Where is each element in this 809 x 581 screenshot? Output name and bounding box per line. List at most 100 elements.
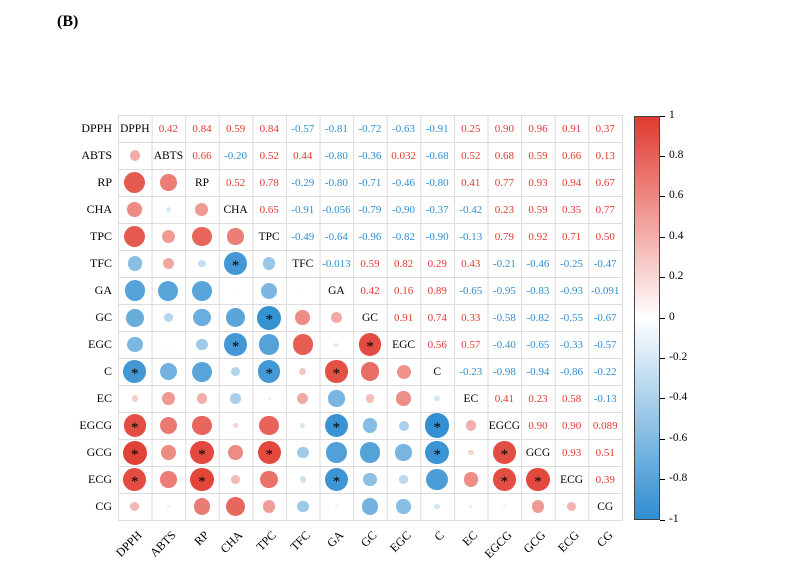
correlation-circle: [263, 257, 276, 270]
correlation-circle-cell: [320, 493, 354, 520]
x-axis-label: EGCG: [481, 528, 515, 562]
correlation-circle-cell: [286, 331, 320, 358]
correlation-value: -0.67: [593, 311, 617, 324]
correlation-circle-cell: *: [488, 439, 522, 466]
y-axis-label: ECG: [88, 472, 112, 486]
correlation-value: 0.25: [461, 122, 481, 135]
correlation-circle: [326, 442, 347, 463]
correlation-circle-cell: *: [185, 466, 219, 493]
colorbar-tick-mark: [660, 277, 665, 279]
correlation-value-cell: 0.90: [521, 412, 555, 439]
colorbar-tick-label: 0.6: [669, 189, 684, 202]
diagonal-label: EGCG: [488, 419, 521, 432]
correlation-circle: [227, 228, 244, 245]
diagonal-cell: GCG: [521, 439, 555, 466]
correlation-value: -0.23: [459, 365, 483, 378]
correlation-circle: [167, 343, 170, 346]
correlation-circle-cell: *: [118, 412, 152, 439]
correlation-circle: [224, 252, 247, 275]
correlation-value: 0.79: [494, 230, 515, 243]
correlation-circle-cell: [286, 358, 320, 385]
diagonal-label: TPC: [258, 230, 280, 243]
correlation-circle-cell: *: [118, 439, 152, 466]
correlation-value-cell: 0.57: [454, 331, 488, 358]
correlation-circle-cell: *: [118, 466, 152, 493]
correlation-value-cell: -0.80: [320, 169, 354, 196]
correlation-circle-cell: *: [219, 250, 253, 277]
diagonal-cell: EGCG: [488, 412, 522, 439]
correlation-circle: [127, 202, 143, 217]
correlation-value-cell: -0.29: [286, 169, 320, 196]
correlation-circle-cell: [420, 493, 454, 520]
correlation-circle-cell: [152, 466, 186, 493]
correlation-value: -0.091: [590, 284, 620, 297]
correlation-circle: [424, 413, 450, 438]
x-axis-label: ABTS: [146, 528, 179, 560]
correlation-value: -0.83: [526, 284, 550, 297]
correlation-circle: [123, 360, 147, 383]
correlation-value: -0.91: [425, 122, 449, 135]
correlation-circle-cell: [353, 439, 387, 466]
correlation-circle-cell: [185, 223, 219, 250]
correlation-circle-cell: [118, 331, 152, 358]
correlation-circle: [192, 226, 212, 247]
correlation-value: -0.80: [425, 176, 449, 189]
correlation-value-cell: 0.41: [488, 385, 522, 412]
correlation-value: 0.90: [561, 419, 582, 432]
correlation-value-cell: -0.42: [454, 196, 488, 223]
correlation-value: 0.35: [561, 203, 582, 216]
correlation-value-cell: -0.46: [387, 169, 421, 196]
correlation-value-cell: 0.93: [521, 169, 555, 196]
correlation-circle: [292, 334, 314, 355]
correlation-circle: [125, 308, 144, 327]
correlation-value-cell: -0.22: [588, 358, 622, 385]
correlation-circle: [426, 468, 448, 491]
correlation-value: -0.82: [526, 311, 550, 324]
correlation-circle: [162, 258, 174, 269]
correlation-value-cell: 0.65: [252, 196, 286, 223]
colorbar-tick-mark: [660, 479, 665, 481]
correlation-circle: [334, 342, 339, 347]
diagonal-label: RP: [194, 176, 210, 189]
correlation-circle: [129, 150, 141, 161]
diagonal-cell: EGC: [387, 331, 421, 358]
correlation-circle: [259, 415, 280, 436]
correlation-value-cell: -0.21: [488, 250, 522, 277]
correlation-value-cell: -0.68: [420, 142, 454, 169]
correlation-value: 0.41: [494, 392, 515, 405]
diagonal-label: C: [433, 365, 442, 378]
correlation-circle: [190, 440, 214, 465]
correlation-value: 0.57: [461, 338, 481, 351]
diagonal-label: GA: [328, 284, 345, 297]
diagonal-label: ABTS: [153, 149, 184, 162]
correlation-circle-cell: [320, 304, 354, 331]
y-axis-label: TPC: [89, 229, 112, 243]
colorbar-tick-label: 0.2: [669, 270, 684, 283]
diagonal-label: TFC: [292, 257, 314, 270]
correlation-value-cell: 0.13: [588, 142, 622, 169]
correlation-circle-cell: [152, 493, 186, 520]
correlation-circle-cell: [118, 493, 152, 520]
correlation-value-cell: 0.50: [588, 223, 622, 250]
correlation-value: -0.63: [392, 122, 416, 135]
correlation-circle-cell: *: [252, 358, 286, 385]
correlation-circle-cell: *: [488, 466, 522, 493]
correlation-value-cell: -0.79: [353, 196, 387, 223]
correlation-value-cell: 0.23: [521, 385, 555, 412]
correlation-circle: [328, 390, 345, 407]
correlation-value: -0.72: [358, 122, 382, 135]
correlation-value-cell: 0.68: [488, 142, 522, 169]
correlation-circle-cell: [152, 439, 186, 466]
correlation-circle: [257, 305, 282, 330]
correlation-value: 0.56: [427, 338, 447, 351]
correlation-circle: [163, 313, 173, 322]
correlation-circle: [230, 393, 241, 404]
correlation-value-cell: 0.59: [219, 115, 253, 142]
x-axis-label: GA: [324, 528, 347, 551]
correlation-circle: [469, 504, 473, 509]
correlation-circle-cell: [387, 358, 421, 385]
correlation-value: -0.95: [492, 284, 516, 297]
correlation-circle: [493, 468, 516, 491]
correlation-circle-cell: [185, 304, 219, 331]
diagonal-label: CG: [597, 500, 614, 513]
